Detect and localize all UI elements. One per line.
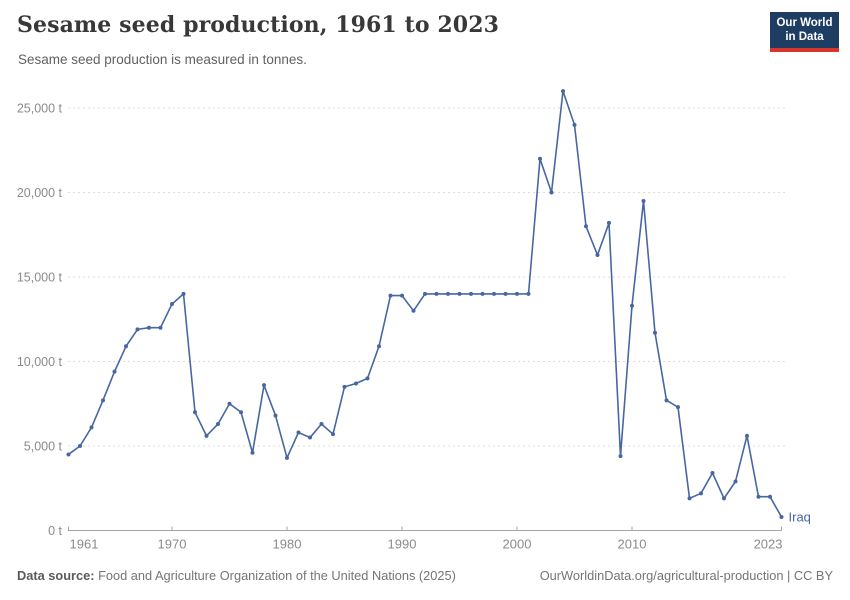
owid-logo[interactable]: Our World in Data [770, 12, 839, 52]
data-point[interactable] [722, 496, 726, 501]
data-point[interactable] [641, 198, 646, 203]
data-point[interactable] [296, 430, 301, 435]
data-point[interactable] [664, 398, 669, 403]
data-point[interactable] [78, 444, 82, 448]
data-point[interactable] [480, 291, 485, 296]
x-axis-tick-label: 1961 [70, 537, 99, 552]
data-point[interactable] [699, 491, 703, 496]
data-point[interactable] [434, 291, 439, 296]
data-point[interactable] [756, 494, 761, 499]
y-axis-tick-label: 15,000 t [17, 271, 63, 285]
line-chart[interactable]: 0 t 5,000 t 10,000 t 15,000 t 20,000 t 25,000… [0, 0, 850, 560]
data-point[interactable] [227, 401, 232, 406]
x-axis-tick-label: 1970 [158, 537, 187, 552]
data-point[interactable] [595, 253, 600, 258]
data-point[interactable] [768, 494, 772, 499]
data-point[interactable] [181, 291, 186, 296]
data-point[interactable] [538, 156, 542, 161]
data-point[interactable] [745, 433, 749, 438]
data-point[interactable] [572, 122, 577, 127]
data-point[interactable] [262, 383, 266, 388]
x-axis-tick-label: 2000 [503, 537, 532, 552]
data-point[interactable] [549, 190, 554, 195]
page-title: Sesame seed production, 1961 to 2023 [17, 12, 500, 38]
y-axis-tick-label: 25,000 t [17, 102, 63, 116]
data-point[interactable] [653, 330, 657, 335]
data-point[interactable] [319, 422, 324, 427]
data-point[interactable] [193, 410, 197, 415]
data-point[interactable] [515, 291, 519, 296]
data-point[interactable] [400, 293, 404, 298]
data-point[interactable] [584, 224, 588, 229]
data-point[interactable] [365, 376, 370, 381]
owid-logo-line1: Our World [776, 16, 833, 29]
data-point[interactable] [285, 455, 289, 460]
footer-credit[interactable]: OurWorldinData.org/agricultural-producti… [539, 568, 833, 583]
data-point[interactable] [733, 479, 738, 484]
data-point[interactable] [630, 303, 634, 308]
data-point[interactable] [354, 381, 358, 386]
data-point[interactable] [457, 291, 462, 296]
owid-logo-line2: in Data [785, 31, 824, 43]
data-point[interactable] [216, 422, 220, 427]
data-point[interactable] [135, 327, 140, 332]
data-point[interactable] [273, 413, 278, 418]
data-point[interactable] [250, 450, 255, 455]
data-point[interactable] [676, 405, 680, 410]
x-axis-tick-label: 1980 [273, 537, 302, 552]
x-axis-tick-label: 2010 [618, 537, 647, 552]
data-point[interactable] [308, 435, 312, 440]
y-axis-tick-label: 10,000 t [17, 355, 63, 369]
data-point[interactable] [170, 302, 174, 307]
data-point[interactable] [446, 291, 450, 296]
data-point[interactable] [411, 308, 416, 313]
data-point[interactable] [66, 452, 71, 457]
y-axis-tick-label: 20,000 t [17, 186, 63, 200]
data-point[interactable] [687, 496, 692, 501]
data-point[interactable] [112, 369, 117, 374]
data-point[interactable] [561, 89, 565, 94]
data-point[interactable] [331, 432, 335, 437]
data-point[interactable] [618, 454, 623, 459]
data-point[interactable] [239, 410, 243, 415]
data-point[interactable] [503, 291, 508, 296]
data-point[interactable] [710, 471, 715, 476]
data-point[interactable] [204, 433, 209, 438]
data-point[interactable] [492, 291, 496, 296]
data-point[interactable] [607, 220, 611, 225]
data-point[interactable] [89, 425, 94, 430]
x-axis-tick-label: 2023 [754, 537, 783, 552]
data-point[interactable] [423, 291, 427, 296]
data-point[interactable] [469, 291, 473, 296]
data-point[interactable] [526, 291, 531, 296]
y-axis-tick-label: 5,000 t [24, 440, 63, 454]
chart-subtitle: Sesame seed production is measured in to… [18, 52, 307, 67]
data-point[interactable] [342, 384, 347, 389]
data-point[interactable] [388, 293, 393, 298]
series-label-iraq[interactable]: Iraq [789, 509, 811, 524]
data-point[interactable] [124, 344, 128, 349]
y-axis-tick-label: 0 t [48, 524, 62, 538]
data-point[interactable] [377, 344, 381, 349]
data-source-label: Data source: [17, 568, 95, 583]
data-source-text: Food and Agriculture Organization of the… [94, 568, 456, 583]
data-point[interactable] [779, 514, 784, 519]
data-source: Data source: Food and Agriculture Organi… [17, 568, 456, 583]
data-point[interactable] [147, 325, 151, 330]
chart-line-iraq[interactable] [68, 90, 783, 518]
data-point[interactable] [101, 398, 105, 403]
data-point[interactable] [158, 325, 163, 330]
x-axis-tick-label: 1990 [388, 537, 417, 552]
